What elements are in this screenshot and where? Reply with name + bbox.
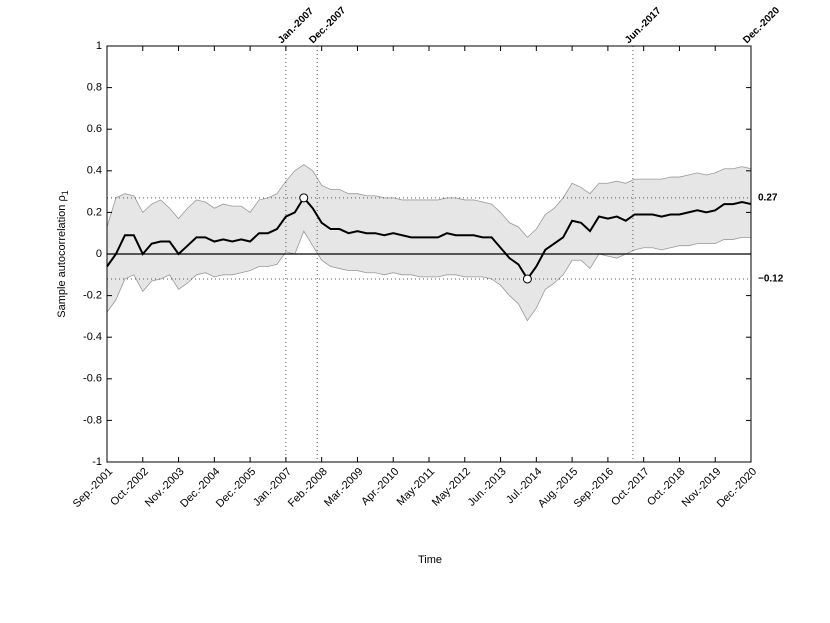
y-tick-label: 0.6	[87, 123, 102, 135]
reference-hline-label: −0.12	[758, 274, 784, 285]
y-axis-label: Sample autocorrelation ρ1	[56, 190, 70, 317]
reference-vline-label: Dec.-2020	[741, 5, 782, 46]
extreme-marker	[522, 274, 532, 284]
y-tick-label: -0.8	[83, 414, 102, 426]
x-tick-label: Jun.-2013	[466, 466, 509, 509]
x-axis-label: Time	[418, 554, 442, 566]
y-tick-label: -0.2	[83, 290, 102, 302]
y-tick-label: 0.4	[87, 165, 102, 177]
confidence-band	[106, 164, 752, 322]
y-tick-label: 0	[96, 248, 102, 260]
x-tick-label: Apr.-2010	[359, 466, 401, 508]
x-tick-label: Sep.-2001	[71, 466, 115, 510]
y-tick-label: -1	[92, 456, 102, 468]
y-tick-label: -0.4	[83, 331, 102, 343]
x-tick-label: Mar.-2009	[322, 466, 366, 510]
reference-vline-label: Jun.-2017	[623, 5, 664, 46]
y-tick-label: 0.2	[87, 206, 102, 218]
y-tick-label: 1	[96, 40, 102, 52]
x-tick-label: Oct.-2017	[609, 466, 652, 509]
y-tick-label: 0.8	[87, 82, 102, 94]
autocorrelation-line	[106, 196, 752, 281]
y-tick-label: -0.6	[83, 373, 102, 385]
extreme-marker	[299, 193, 309, 203]
reference-hline-label: 0.27	[758, 192, 778, 203]
y-axis-label-text: Sample autocorrelation ρ	[56, 195, 68, 317]
y-axis-label-sub: 1	[60, 190, 70, 195]
reference-vline-label: Dec.-2007	[307, 5, 348, 46]
